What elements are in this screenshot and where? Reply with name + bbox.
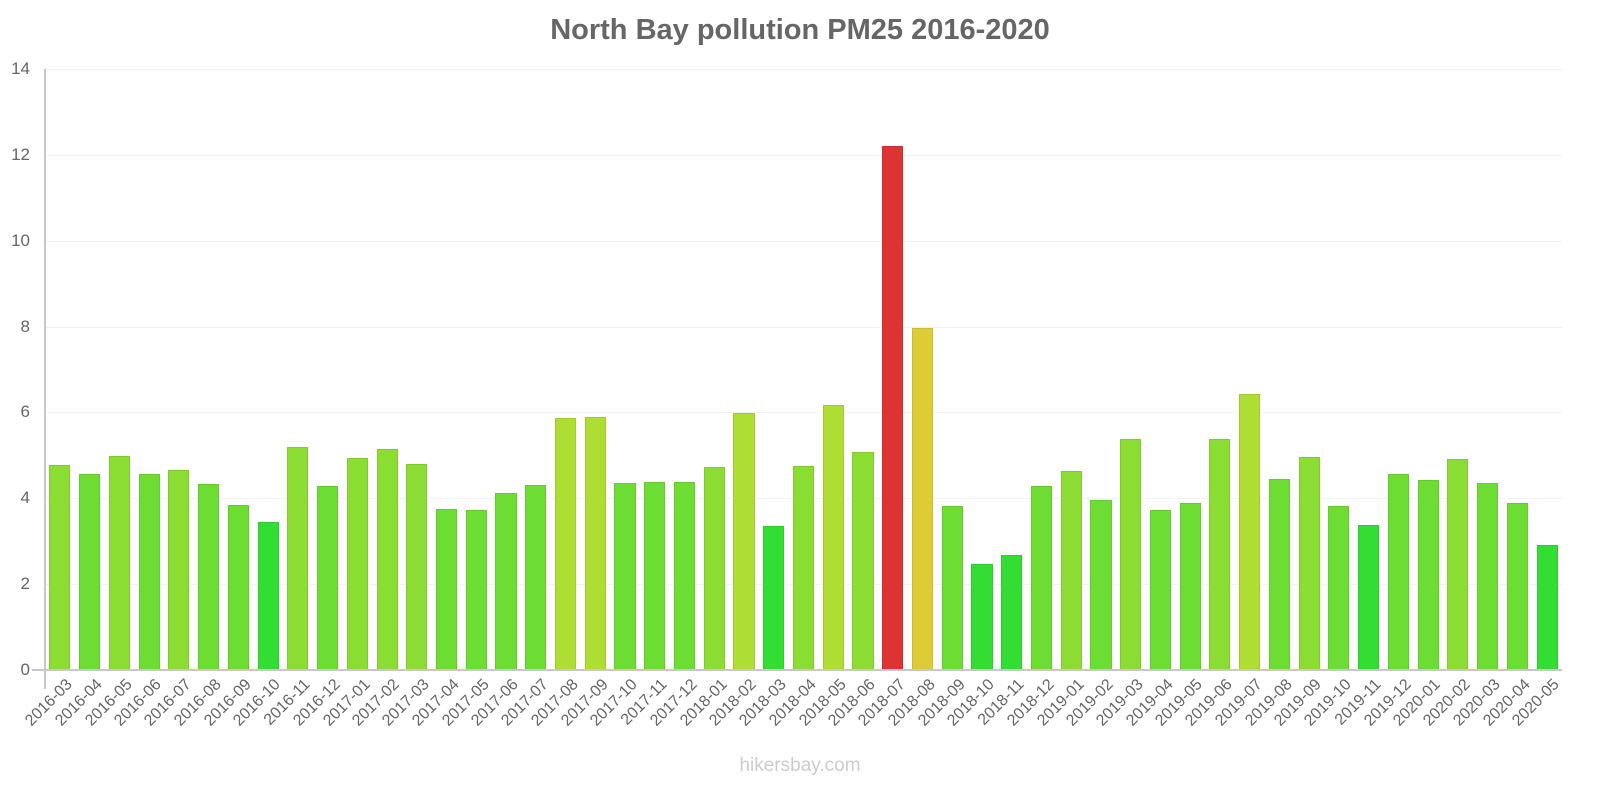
- bar-2018-08[interactable]: [911, 327, 934, 670]
- bar-2017-01[interactable]: [346, 457, 368, 670]
- gridline: [45, 326, 1562, 328]
- y-tick-label: 10: [11, 230, 30, 250]
- x-axis-line: [32, 669, 1562, 671]
- bar-2019-10[interactable]: [1328, 506, 1350, 670]
- bar-2020-04[interactable]: [1506, 503, 1528, 670]
- bar-2016-06[interactable]: [138, 473, 160, 670]
- bar-2017-09[interactable]: [584, 417, 606, 670]
- bar-2017-05[interactable]: [465, 509, 487, 670]
- y-tick-label: 6: [20, 402, 30, 422]
- chart-title: North Bay pollution PM25 2016-2020: [550, 14, 1050, 46]
- bar-2019-07[interactable]: [1239, 393, 1261, 670]
- gridline: [45, 154, 1562, 156]
- bar-2017-08[interactable]: [554, 418, 577, 670]
- gridline: [45, 69, 1562, 70]
- y-tick-label: 12: [11, 144, 30, 164]
- bar-2019-08[interactable]: [1268, 478, 1290, 670]
- bar-2018-09[interactable]: [941, 506, 963, 670]
- bar-2016-08[interactable]: [198, 484, 220, 670]
- bar-2019-09[interactable]: [1298, 457, 1320, 670]
- bar-2019-12[interactable]: [1387, 473, 1409, 670]
- bar-2017-12[interactable]: [673, 481, 696, 670]
- bar-2017-10[interactable]: [614, 482, 636, 670]
- bar-2018-01[interactable]: [703, 466, 725, 670]
- bar-2017-11[interactable]: [644, 481, 666, 670]
- bar-2017-03[interactable]: [406, 463, 428, 670]
- bar-2017-07[interactable]: [525, 484, 547, 670]
- bar-2019-11[interactable]: [1358, 524, 1380, 670]
- bar-2020-01[interactable]: [1417, 479, 1439, 670]
- bar-2017-02[interactable]: [376, 448, 398, 670]
- bar-2016-04[interactable]: [79, 473, 101, 670]
- bar-2018-12[interactable]: [1030, 485, 1052, 670]
- bar-2018-02[interactable]: [733, 412, 755, 670]
- y-tick-label: 4: [20, 488, 30, 508]
- bar-2019-02[interactable]: [1090, 500, 1112, 670]
- bar-2016-07[interactable]: [168, 469, 190, 670]
- bar-2018-03[interactable]: [763, 526, 785, 670]
- bar-2020-03[interactable]: [1477, 482, 1499, 670]
- bar-2016-09[interactable]: [227, 505, 249, 670]
- gridline: [45, 412, 1562, 414]
- bar-2016-03[interactable]: [49, 464, 71, 670]
- bar-series: [45, 69, 1562, 670]
- watermark: hikersbay.com: [739, 755, 861, 776]
- bar-2018-11[interactable]: [1001, 554, 1023, 670]
- gridline: [45, 240, 1562, 242]
- y-tick-label: 2: [20, 574, 30, 594]
- bar-2019-04[interactable]: [1149, 509, 1171, 670]
- y-tick-label: 14: [11, 59, 30, 78]
- bar-2018-04[interactable]: [792, 466, 815, 670]
- bar-2020-05[interactable]: [1536, 545, 1558, 670]
- bar-2018-07[interactable]: [882, 146, 904, 670]
- y-axis-line: [44, 69, 46, 689]
- bar-2019-06[interactable]: [1209, 439, 1231, 670]
- y-tick-label: 8: [20, 316, 30, 336]
- bar-2018-10[interactable]: [971, 563, 993, 670]
- bar-2019-05[interactable]: [1179, 503, 1201, 670]
- bar-2019-01[interactable]: [1060, 470, 1082, 670]
- bar-2018-05[interactable]: [822, 405, 844, 670]
- bar-2017-04[interactable]: [435, 509, 458, 670]
- y-tick-label: 0: [20, 660, 30, 679]
- bar-2016-11[interactable]: [287, 447, 309, 670]
- bar-2016-12[interactable]: [317, 485, 339, 670]
- plot-area: [45, 69, 1562, 670]
- bar-2020-02[interactable]: [1447, 459, 1469, 670]
- bar-2019-03[interactable]: [1120, 439, 1142, 670]
- bar-2017-06[interactable]: [495, 493, 517, 670]
- bar-2018-06[interactable]: [852, 451, 874, 670]
- bar-2016-05[interactable]: [108, 456, 130, 670]
- bar-2016-10[interactable]: [257, 521, 279, 670]
